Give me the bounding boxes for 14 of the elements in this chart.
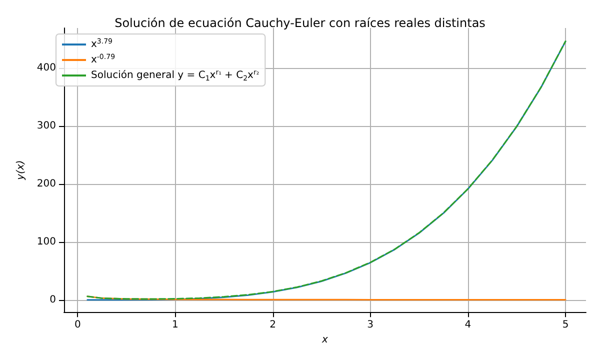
chart-title: Solución de ecuación Cauchy-Euler con raíces reales distintas — [114, 16, 486, 30]
x-tick-label: 1 — [172, 320, 178, 331]
x-tick-label: 5 — [562, 320, 569, 331]
y-tick-label: 400 — [36, 62, 56, 74]
x-tick-label: 3 — [367, 320, 374, 331]
y-tick-label: 200 — [36, 178, 56, 190]
x-tick-label: 0 — [74, 320, 81, 331]
y-tick-label: 0 — [50, 294, 56, 306]
x-axis-title: x — [321, 334, 328, 346]
y-axis-title: y(x) — [16, 160, 26, 181]
y-tick-label: 100 — [36, 236, 56, 248]
x-tick-label: 2 — [270, 320, 276, 331]
y-tick-label: 300 — [36, 120, 56, 132]
x-tick-label: 4 — [464, 320, 472, 331]
